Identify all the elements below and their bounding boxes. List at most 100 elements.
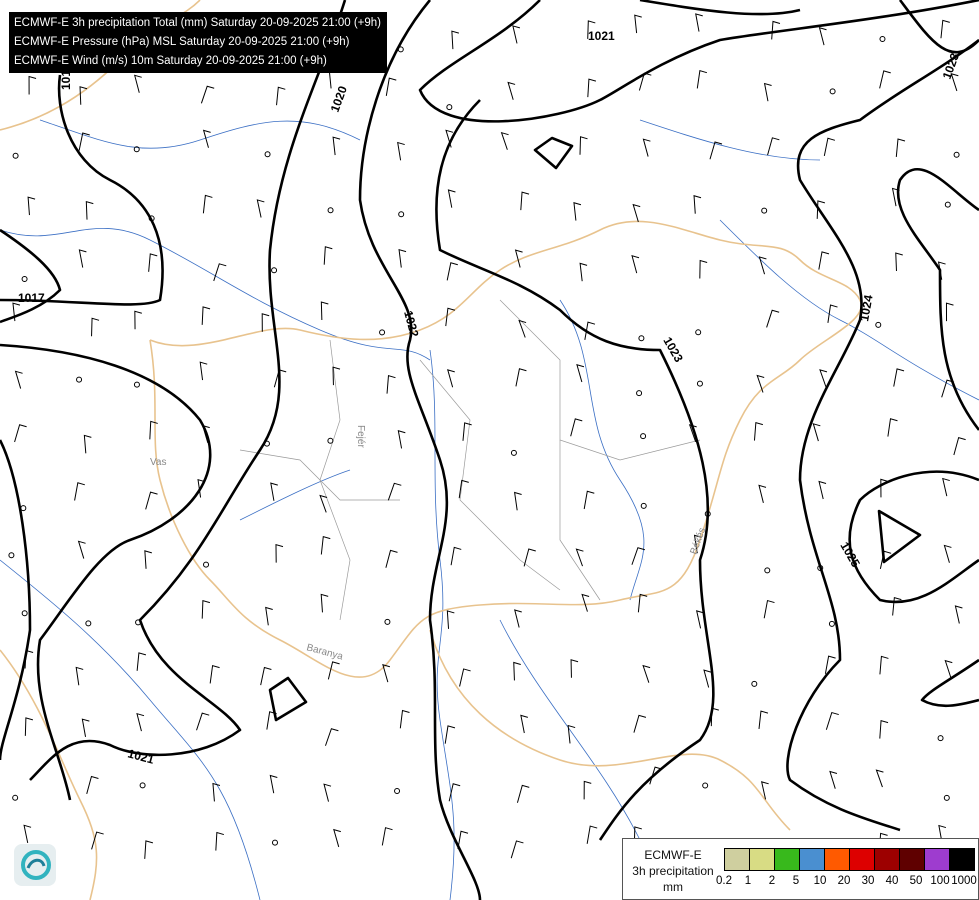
wind-barb — [77, 540, 86, 559]
wind-barb — [276, 86, 286, 106]
wind-barb — [940, 19, 950, 39]
wind-barb — [275, 543, 284, 563]
wind-barb — [444, 725, 456, 744]
wind-barb — [200, 85, 215, 104]
wind-barb — [457, 830, 469, 850]
wind-barb — [633, 714, 647, 733]
wind-barb — [144, 840, 154, 859]
wind-barb — [447, 189, 456, 208]
wind-barb — [196, 712, 210, 731]
wind-barb — [880, 478, 888, 498]
wind-barb — [507, 81, 516, 100]
calm-wind-marker — [944, 201, 951, 208]
wind-barb — [199, 361, 208, 381]
wind-barb — [514, 249, 523, 268]
wind-barb — [385, 549, 398, 568]
wind-barb — [891, 187, 900, 207]
wind-barb — [327, 661, 340, 680]
wind-barb — [696, 70, 708, 89]
wind-barb — [819, 369, 828, 388]
wind-barb — [269, 774, 278, 794]
wind-barb — [27, 196, 36, 216]
isobar-label: 1023 — [940, 51, 962, 81]
calm-wind-marker — [12, 152, 19, 159]
wind-barb — [458, 479, 469, 499]
wind-barb — [145, 491, 158, 510]
wind-barb — [875, 769, 884, 788]
wind-barb — [445, 307, 456, 327]
calm-wind-marker — [397, 46, 404, 53]
legend-tick: 20 — [837, 875, 851, 887]
wind-barb — [818, 27, 827, 46]
calm-wind-marker — [702, 782, 709, 789]
wind-barb — [202, 194, 213, 214]
isobar-label: 1022 — [401, 309, 422, 339]
wind-barb — [86, 775, 99, 794]
wind-barb — [825, 711, 839, 730]
wind-barb — [397, 141, 405, 161]
wind-barb — [213, 263, 227, 282]
calm-wind-marker — [638, 335, 645, 342]
place-label-baranya: Baranya — [305, 642, 344, 662]
calm-wind-marker — [148, 215, 155, 222]
wind-barb — [827, 304, 838, 323]
isobar-label: 101 — [59, 70, 73, 90]
wind-barb — [387, 482, 402, 501]
wind-barb — [575, 548, 584, 567]
legend-swatch — [925, 849, 950, 870]
wind-barb — [144, 550, 152, 569]
wind-barb — [381, 827, 393, 846]
calm-wind-marker — [327, 207, 334, 214]
wind-barb — [136, 652, 147, 671]
legend-swatch — [850, 849, 875, 870]
calm-wind-marker — [76, 376, 83, 383]
wind-barb — [937, 261, 946, 280]
wind-barb — [587, 78, 597, 98]
wind-barb — [14, 424, 27, 443]
wind-barb — [514, 491, 522, 511]
wind-barb — [649, 766, 663, 785]
legend-tick: 10 — [813, 875, 827, 887]
calm-wind-marker — [398, 211, 405, 218]
wind-barb — [703, 669, 712, 688]
place-labels: Fejér Baranya Békés Vas — [150, 425, 708, 663]
wind-barb — [23, 824, 32, 844]
wind-barb — [938, 824, 947, 844]
wind-barb — [516, 784, 530, 803]
wind-barb — [570, 418, 583, 437]
wind-barb — [320, 535, 331, 555]
wind-barb — [893, 368, 905, 387]
precipitation-legend: ECMWF-E 3h precipitation mm 0.2 1 2 5 10 20 30… — [622, 838, 979, 900]
wind-barb — [323, 783, 332, 802]
wind-barb — [642, 138, 651, 157]
wind-barb — [693, 195, 702, 214]
wind-barb — [148, 253, 158, 272]
map-header: ECMWF-E 3h precipitation Total (mm) Satu… — [9, 12, 387, 73]
calm-wind-marker — [133, 381, 140, 388]
legend-title: ECMWF-E 3h precipitation mm — [627, 847, 719, 895]
wind-barb — [382, 664, 391, 683]
wind-barb — [887, 418, 898, 437]
country-borders — [0, 0, 863, 900]
calm-wind-marker — [640, 502, 647, 509]
wind-barb — [136, 712, 145, 732]
wind-barb — [693, 534, 702, 554]
wind-barb — [266, 711, 277, 730]
wind-barb — [766, 309, 780, 328]
county-borders — [239, 299, 701, 621]
wind-barb — [85, 200, 94, 220]
wind-barb — [812, 423, 821, 442]
wind-barb — [14, 370, 23, 389]
wind-barb — [320, 593, 329, 613]
legend-swatch — [800, 849, 825, 870]
wind-barbs — [8, 13, 966, 860]
wave-logo-icon — [21, 850, 51, 880]
calm-wind-marker — [21, 276, 28, 283]
wind-barb — [265, 606, 273, 626]
wind-barb — [634, 14, 642, 34]
wind-barb — [829, 770, 838, 789]
header-line-wind: ECMWF-E Wind (m/s) 10m Saturday 20-09-20… — [14, 55, 327, 67]
legend-tick: 40 — [885, 875, 899, 887]
